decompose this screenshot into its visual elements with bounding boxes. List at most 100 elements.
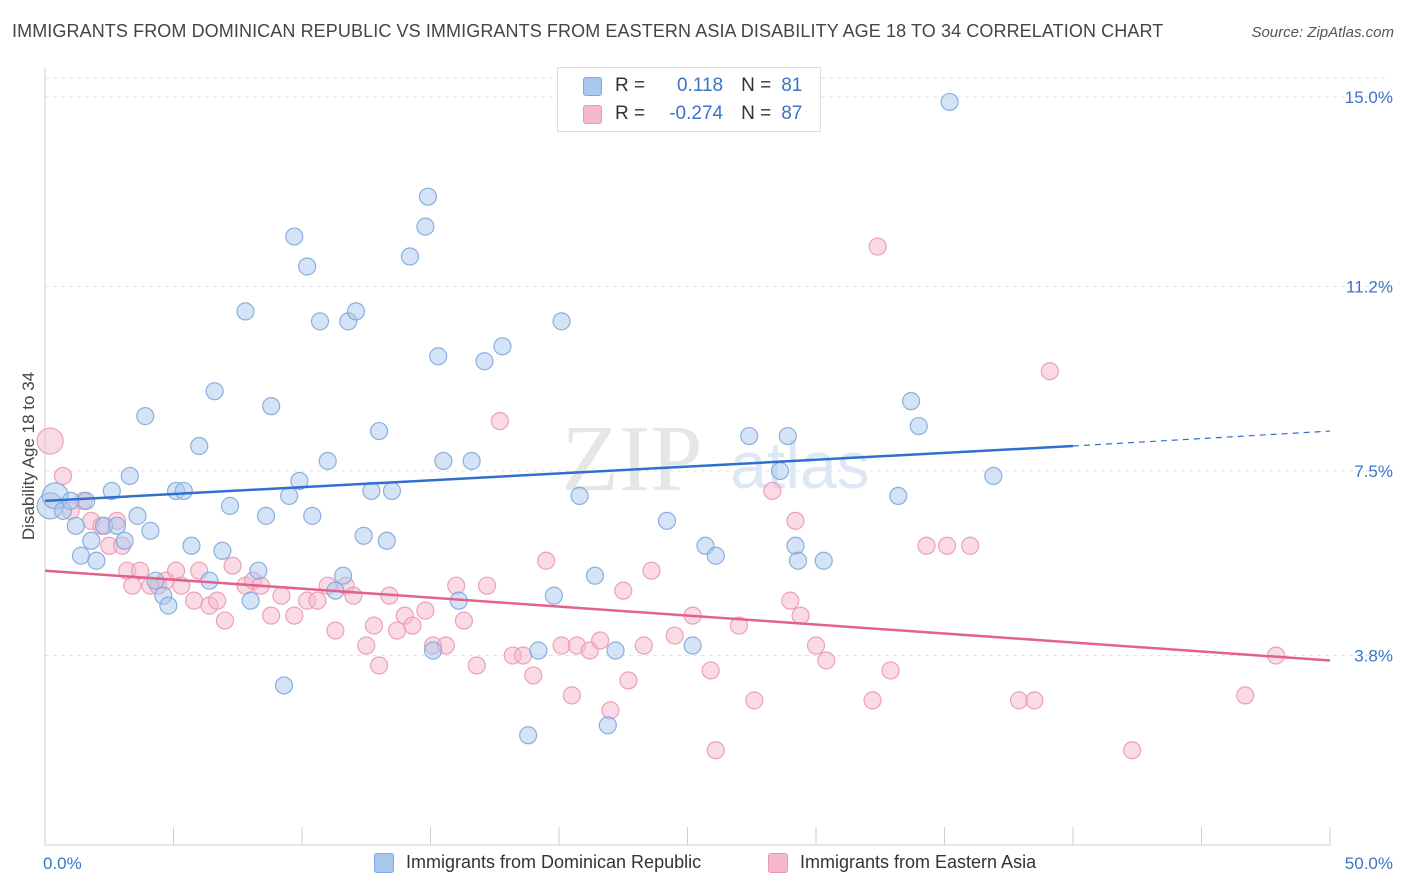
data-point-dominican-republic [770,461,790,481]
data-point-dominican-republic [598,716,617,735]
data-point-dominican-republic [159,596,178,615]
data-point-eastern-asia [881,661,900,680]
data-point-eastern-asia [786,511,805,530]
data-point-dominican-republic [475,352,494,371]
stats-row-series2: R = -0.274 N = 87 [558,101,802,127]
legend-swatch-series2 [768,852,788,873]
data-point-eastern-asia [642,561,661,580]
data-point-dominican-republic [940,92,959,112]
data-point-dominican-republic [190,436,209,456]
trend-line-dominican-republic-extension [1072,430,1331,447]
data-point-eastern-asia [1009,691,1029,710]
data-point-dominican-republic [66,516,85,535]
data-point-dominican-republic [285,227,304,246]
data-point-dominican-republic [889,486,908,506]
data-point-eastern-asia [601,701,620,720]
data-point-dominican-republic [128,506,147,525]
data-point-eastern-asia [130,561,150,580]
series1-r-value: 0.118 [676,75,724,96]
data-point-dominican-republic [354,526,373,545]
data-point-dominican-republic [87,551,106,570]
data-point-eastern-asia [917,536,936,555]
data-point-dominican-republic [146,571,165,590]
data-point-eastern-asia [490,411,509,431]
data-point-dominican-republic [416,217,435,236]
data-point-dominican-republic [262,397,281,416]
data-point-dominican-republic [205,382,224,401]
trend-line-eastern-asia [44,569,1331,662]
data-point-eastern-asia [634,636,653,655]
n-label: N = [741,103,772,124]
data-point-eastern-asia [447,576,466,595]
data-point-dominican-republic [82,531,101,550]
data-point-dominican-republic [606,641,625,660]
data-point-eastern-asia [701,661,720,680]
data-point-dominican-republic [382,481,402,501]
data-point-eastern-asia [53,466,73,486]
trend-line-dominican-republic [44,444,1074,503]
data-point-dominican-republic [220,496,240,515]
trend-lines [44,430,1331,662]
data-point-dominican-republic [370,421,389,441]
data-point-dominican-republic [706,546,725,565]
data-point-eastern-asia [403,616,422,635]
data-point-dominican-republic [236,302,255,321]
series1-swatch [583,76,602,96]
data-point-dominican-republic [77,491,96,510]
legend-swatch-series1 [374,852,394,873]
data-point-dominican-republic [657,511,677,530]
data-point-eastern-asia [1025,691,1044,710]
data-point-eastern-asia [745,691,764,710]
data-point-eastern-asia [763,481,782,501]
legend-label-series2: Immigrants from Eastern Asia [800,852,1037,872]
data-point-dominican-republic [570,486,589,506]
data-point-dominican-republic [493,337,512,356]
series2-swatch [583,104,602,124]
data-point-dominican-republic [298,257,317,276]
data-point-eastern-asia [1123,741,1142,760]
data-point-eastern-asia [370,656,389,675]
data-point-eastern-asia [729,616,749,635]
data-point-eastern-asia [791,606,810,625]
data-point-eastern-asia [285,606,304,625]
data-point-eastern-asia [552,636,571,655]
r-label: R = [615,103,646,124]
data-point-eastern-asia [513,646,533,665]
y-tick-label: 11.2% [1346,277,1393,296]
data-point-dominican-republic [788,551,808,570]
data-point-eastern-asia [781,591,800,610]
data-point-eastern-asia [937,536,957,555]
data-point-eastern-asia [364,616,384,635]
data-point-dominican-republic [529,641,548,660]
data-point-eastern-asia [123,576,142,595]
data-point-eastern-asia [357,636,376,655]
data-point-dominican-republic [984,466,1003,486]
data-point-eastern-asia [562,686,581,705]
data-point-dominican-republic [462,451,481,471]
data-point-dominican-republic [552,312,571,331]
data-point-eastern-asia [467,656,486,675]
data-point-dominican-republic [290,471,309,491]
series-dominican-republic-points [36,92,1003,745]
data-point-eastern-asia [1040,362,1059,381]
data-point-eastern-asia [36,427,64,455]
data-point-dominican-republic [418,187,438,206]
legend-item-series2[interactable]: Immigrants from Eastern Asia [768,852,1036,873]
y-tick-label: 3.8% [1354,646,1393,665]
series-eastern-asia-points [36,237,1286,760]
data-point-eastern-asia [344,586,363,605]
data-point-dominican-republic [182,536,201,555]
stats-row-series1: R = 0.118 N = 81 [558,73,802,99]
data-point-eastern-asia [706,741,725,760]
data-point-dominican-republic [71,546,91,565]
data-point-eastern-asia [614,581,633,600]
data-point-dominican-republic [778,426,797,446]
data-point-dominican-republic [585,566,605,585]
data-point-eastern-asia [863,691,882,710]
data-point-dominican-republic [213,541,232,560]
data-point-dominican-republic [786,536,805,555]
data-point-dominican-republic [141,521,160,540]
data-point-eastern-asia [1236,686,1255,705]
legend-item-series1[interactable]: Immigrants from Dominican Republic [374,852,701,873]
